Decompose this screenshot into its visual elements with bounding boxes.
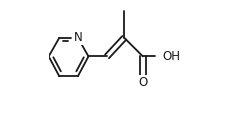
Text: N: N: [73, 31, 82, 44]
Text: O: O: [138, 76, 147, 89]
Text: OH: OH: [161, 50, 179, 63]
